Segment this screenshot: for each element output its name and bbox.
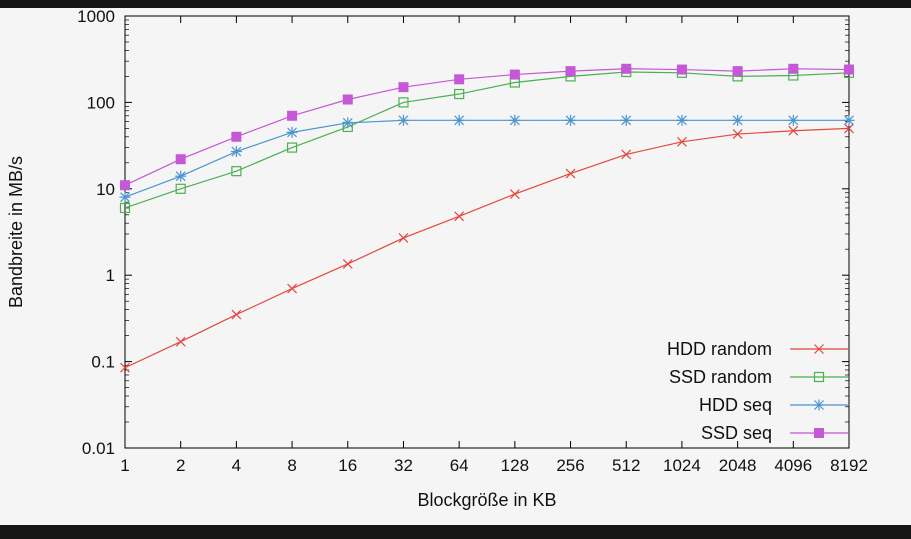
legend-label: HDD random <box>667 339 772 359</box>
x-axis-label: Blockgröße in KB <box>417 490 556 510</box>
y-tick-label: 0.01 <box>82 439 115 458</box>
y-tick-label: 100 <box>87 93 115 112</box>
x-tick-label: 64 <box>450 456 469 475</box>
series-line-hdd-seq <box>124 119 849 198</box>
x-tick-label: 8192 <box>830 456 868 475</box>
x-tick-label: 2048 <box>719 456 757 475</box>
series-line-ssd-seq <box>124 68 850 186</box>
x-tick-label: 128 <box>501 456 529 475</box>
legend-label: SSD random <box>669 367 772 387</box>
x-tick-label: 1 <box>120 456 129 475</box>
y-tick-label: 10 <box>96 180 115 199</box>
series-ssd-random <box>119 66 855 214</box>
y-tick-label: 1 <box>106 266 115 285</box>
series-line-ssd-random <box>124 71 850 209</box>
bandwidth-chart: 1 2 4 8 16 32 64 128 256 512 1024 2048 4096 8192 0.01 0… <box>6 8 868 510</box>
x-tick-label: 2 <box>176 456 185 475</box>
plot-border <box>124 15 850 449</box>
x-tick-label: 32 <box>394 456 413 475</box>
window-top-bar <box>0 0 911 8</box>
x-tick-label: 512 <box>612 456 640 475</box>
chart-area: 1 2 4 8 16 32 64 128 256 512 1024 2048 4096 8192 0.01 0… <box>0 8 911 525</box>
x-tick-label: 1024 <box>663 456 701 475</box>
series-hdd-seq <box>119 114 855 203</box>
series-hdd-random <box>120 123 854 373</box>
y-tick-label: 1000 <box>77 8 115 26</box>
legend-item-ssd-seq: SSD seq <box>701 423 848 443</box>
x-tick-label: 4096 <box>774 456 812 475</box>
series-line-hdd-random <box>124 127 850 369</box>
x-tick-label: 16 <box>338 456 357 475</box>
legend-item-hdd-random: HDD random <box>667 339 848 359</box>
y-axis-label: Bandbreite in MB/s <box>6 156 26 308</box>
legend-label: HDD seq <box>699 395 772 415</box>
x-tick-label: 8 <box>287 456 296 475</box>
legend-label: SSD seq <box>701 423 772 443</box>
series-ssd-seq <box>120 63 854 191</box>
legend-item-ssd-random: SSD random <box>669 367 848 387</box>
legend-item-hdd-seq: HDD seq <box>699 395 848 415</box>
x-tick-label: 4 <box>232 456 241 475</box>
x-tick-label: 256 <box>556 456 584 475</box>
window-bottom-bar <box>0 525 911 539</box>
y-tick-label: 0.1 <box>91 353 115 372</box>
